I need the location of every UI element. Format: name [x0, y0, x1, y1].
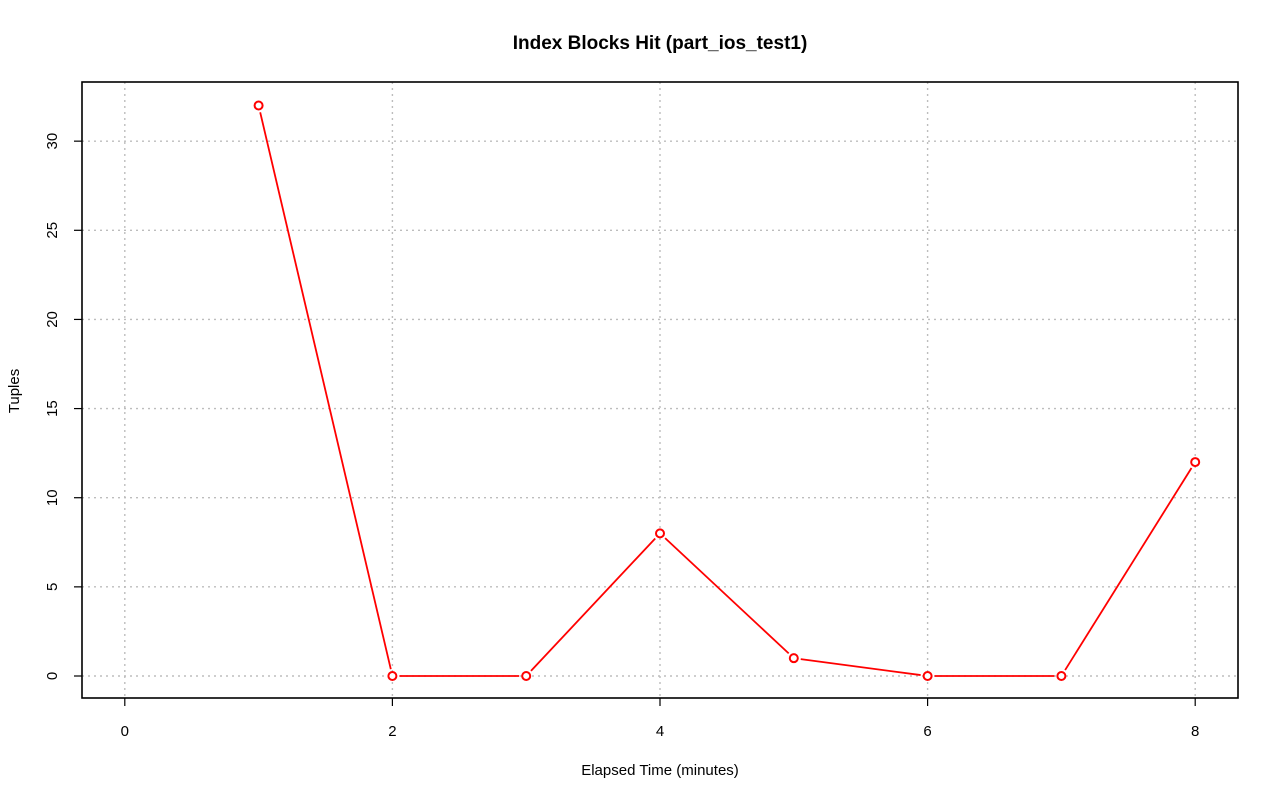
y-tick-label: 30 [44, 133, 61, 150]
data-point [1190, 457, 1201, 468]
y-tick-label: 5 [44, 583, 61, 591]
data-point [655, 528, 665, 539]
data-point [788, 653, 799, 664]
y-axis: 0 5 10 15 20 25 30 [44, 133, 82, 680]
x-tick-label: 8 [1191, 723, 1199, 740]
x-tick-label: 6 [923, 723, 931, 740]
y-tick-label: 15 [44, 400, 61, 417]
y-tick-label: 20 [44, 311, 61, 328]
series-line-segment [664, 537, 790, 655]
x-tick-label: 4 [656, 723, 664, 740]
data-point [253, 100, 264, 111]
series-line-segment [259, 112, 392, 670]
data-point [521, 671, 532, 681]
x-tick-label: 0 [121, 723, 129, 740]
y-tick-label: 0 [44, 672, 61, 680]
x-axis-label: Elapsed Time (minutes) [581, 762, 739, 779]
data-point [387, 671, 398, 681]
x-tick-label: 2 [388, 723, 396, 740]
series-group [253, 100, 1201, 681]
y-tick-label: 25 [44, 222, 61, 239]
y-axis-label: Tuples [6, 369, 23, 413]
series-line-segment [800, 658, 921, 676]
data-point [1056, 671, 1067, 681]
y-tick-label: 10 [44, 489, 61, 506]
grid-lines [82, 82, 1238, 698]
series-line-segment [1064, 467, 1193, 671]
series-line-segment [530, 537, 656, 672]
data-point [922, 671, 933, 681]
chart-title: Index Blocks Hit (part_ios_test1) [513, 33, 808, 54]
x-axis: 0 2 4 6 8 [121, 698, 1199, 740]
